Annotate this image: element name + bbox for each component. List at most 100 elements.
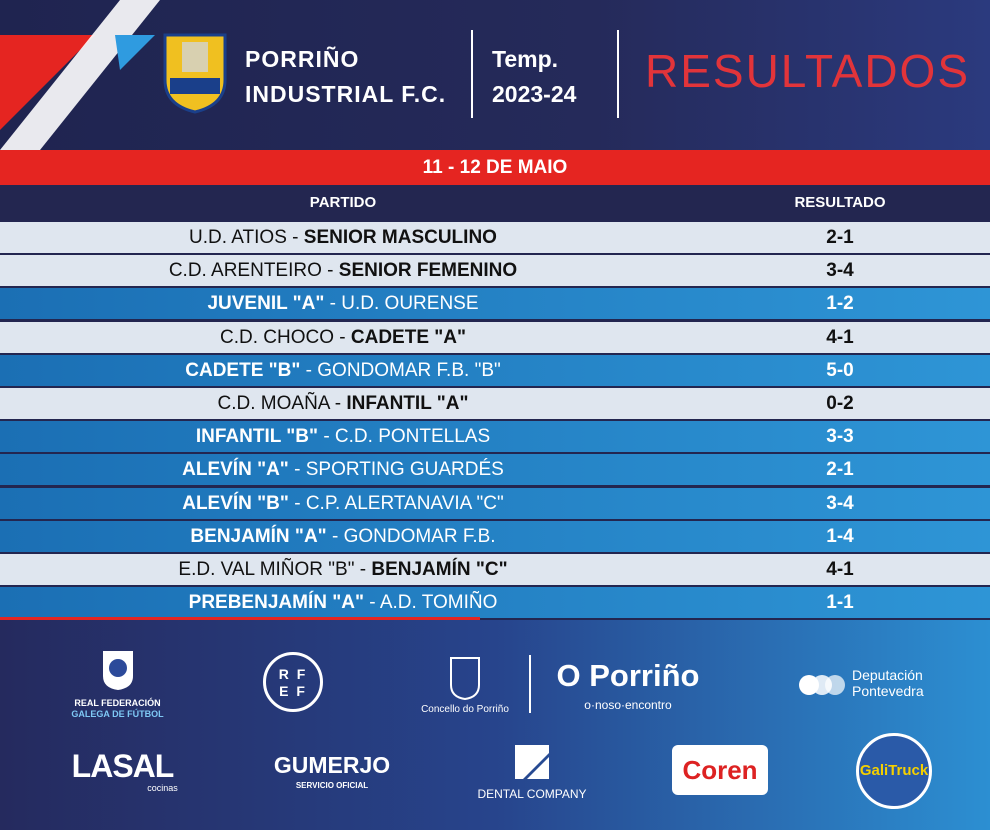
table-row: CADETE "B" - GONDOMAR F.B. "B" 5-0 <box>0 354 990 386</box>
match-cell: C.D. CHOCO - CADETE "A" <box>0 322 686 353</box>
dental-logo <box>515 745 549 779</box>
separator: - <box>369 592 376 614</box>
match-cell: CADETE "B" - GONDOMAR F.B. "B" <box>0 355 686 386</box>
season-line: 2023-24 <box>492 81 577 107</box>
separator: - <box>339 326 346 348</box>
deputacion-logo <box>799 675 845 695</box>
separator: - <box>305 359 312 381</box>
divider <box>617 30 619 118</box>
date-banner: 11 - 12 DE MAIO <box>0 150 990 185</box>
home-team: C.D. ARENTEIRO <box>168 260 322 282</box>
separator: - <box>327 260 334 282</box>
sponsor-text: SERVICIO OFICIAL <box>295 781 369 790</box>
home-team: C.D. MOAÑA <box>217 393 330 414</box>
home-team: PREBENJAMÍN "A" <box>188 592 364 614</box>
home-team: E.D. VAL MIÑOR "B" <box>178 559 355 580</box>
result: 1-1 <box>826 592 854 614</box>
result: 3-4 <box>826 492 854 514</box>
home-team: U.D. ATIOS <box>189 227 287 248</box>
away-team: SENIOR MASCULINO <box>303 227 497 248</box>
table-row: U.D. ATIOS - SENIOR MASCULINO 2-1 <box>0 222 990 253</box>
table-row: C.D. MOAÑA - INFANTIL "A" 0-2 <box>0 388 990 419</box>
sponsor-text: DENTAL COMPANY <box>477 787 587 801</box>
separator: - <box>294 492 301 514</box>
sponsor-text: GALEGA DE FÚTBOL <box>71 709 164 719</box>
away-team: C.P. ALERTANAVIA "C" <box>305 492 504 514</box>
table-row: C.D. CHOCO - CADETE "A" 4-1 <box>0 321 990 353</box>
sponsor-text: o·noso·encontro <box>584 698 672 712</box>
away-team: SPORTING GUARDÉS <box>305 459 504 481</box>
match-cell: C.D. ARENTEIRO - SENIOR FEMENINO <box>0 255 686 286</box>
sponsor-text: Pontevedra <box>852 683 924 699</box>
result: 1-4 <box>826 525 854 547</box>
home-team: ALEVÍN "B" <box>182 492 289 514</box>
divider <box>529 655 531 713</box>
match-cell: PREBENJAMÍN "A" - A.D. TOMIÑO <box>0 587 686 618</box>
sponsor-text: E F <box>279 683 307 699</box>
away-team: A.D. TOMIÑO <box>379 592 498 614</box>
table-row: ALEVÍN "B" - C.P. ALERTANAVIA "C" 3-4 <box>0 487 990 519</box>
table-row: INFANTIL "B" - C.D. PONTELLAS 3-3 <box>0 421 990 453</box>
separator: - <box>294 459 301 481</box>
separator: - <box>331 525 339 547</box>
club-name: PORRIÑO INDUSTRIAL F.C. <box>245 42 446 112</box>
home-team: JUVENIL "A" <box>207 293 325 315</box>
table-row: BENJAMÍN "A" - GONDOMAR F.B. 1-4 <box>0 520 990 552</box>
separator: - <box>334 393 342 414</box>
home-team: BENJAMÍN "A" <box>190 525 327 547</box>
divider <box>471 30 473 118</box>
home-team: INFANTIL "B" <box>195 426 319 448</box>
match-cell: C.D. MOAÑA - INFANTIL "A" <box>0 388 686 419</box>
result: 4-1 <box>826 559 854 580</box>
away-team: BENJAMÍN "C" <box>371 559 508 580</box>
match-cell: U.D. ATIOS - SENIOR MASCULINO <box>0 222 686 253</box>
match-cell: JUVENIL "A" - U.D. OURENSE <box>0 288 686 319</box>
sponsor-text: GaliTruck <box>856 733 932 809</box>
away-team: U.D. OURENSE <box>341 293 479 315</box>
result: 0-2 <box>826 393 854 414</box>
result: 5-0 <box>826 359 854 381</box>
club-line: INDUSTRIAL F.C. <box>245 81 447 107</box>
rfgf-logo <box>103 651 133 690</box>
sponsor-text: R F <box>278 666 308 682</box>
season: Temp. 2023-24 <box>492 42 576 112</box>
table-row: ALEVÍN "A" - SPORTING GUARDÉS 2-1 <box>0 454 990 486</box>
home-team: CADETE "B" <box>185 359 301 381</box>
page-title: RESULTADOS <box>645 45 971 97</box>
club-crest <box>163 33 227 114</box>
table-row: E.D. VAL MIÑOR "B" - BENJAMÍN "C" 4-1 <box>0 554 990 585</box>
table-row: JUVENIL "A" - U.D. OURENSE 1-2 <box>0 288 990 320</box>
away-team: C.D. PONTELLAS <box>334 426 491 448</box>
sponsor-text: cocinas <box>147 783 178 793</box>
separator: - <box>323 426 330 448</box>
away-team: GONDOMAR F.B. "B" <box>317 359 501 381</box>
separator: - <box>329 293 336 315</box>
sponsor-text: Concello do Porriño <box>421 704 509 715</box>
match-cell: INFANTIL "B" - C.D. PONTELLAS <box>0 421 686 452</box>
deputacion: Deputación Pontevedra <box>852 667 924 699</box>
result: 2-1 <box>826 459 854 481</box>
home-team: C.D. CHOCO <box>219 326 334 348</box>
header: PORRIÑO INDUSTRIAL F.C. Temp. 2023-24 RESU… <box>0 0 990 150</box>
column-header: RESULTADO <box>690 187 990 218</box>
season-line: Temp. <box>492 46 559 72</box>
match-cell: E.D. VAL MIÑOR "B" - BENJAMÍN "C" <box>0 554 686 585</box>
concello-crest <box>450 657 480 701</box>
result: 3-3 <box>826 426 854 448</box>
sponsor-text: Coren <box>672 745 768 795</box>
separator: - <box>359 559 367 580</box>
sponsor-text: GUMERJO <box>273 752 391 778</box>
table-row: C.D. ARENTEIRO - SENIOR FEMENINO 3-4 <box>0 255 990 287</box>
sponsor-text: O Porriño <box>556 658 700 693</box>
column-header: PARTIDO <box>0 187 686 218</box>
club-line: PORRIÑO <box>245 46 360 72</box>
sponsor-text: LASAL <box>71 748 175 784</box>
result: 1-2 <box>826 293 854 315</box>
home-team: ALEVÍN "A" <box>182 459 289 481</box>
sponsor-text: REAL FEDERACIÓN <box>74 698 161 708</box>
away-team: GONDOMAR F.B. <box>343 525 496 547</box>
away-team: SENIOR FEMENINO <box>338 260 518 282</box>
result: 2-1 <box>826 227 854 248</box>
match-cell: ALEVÍN "B" - C.P. ALERTANAVIA "C" <box>0 488 686 519</box>
